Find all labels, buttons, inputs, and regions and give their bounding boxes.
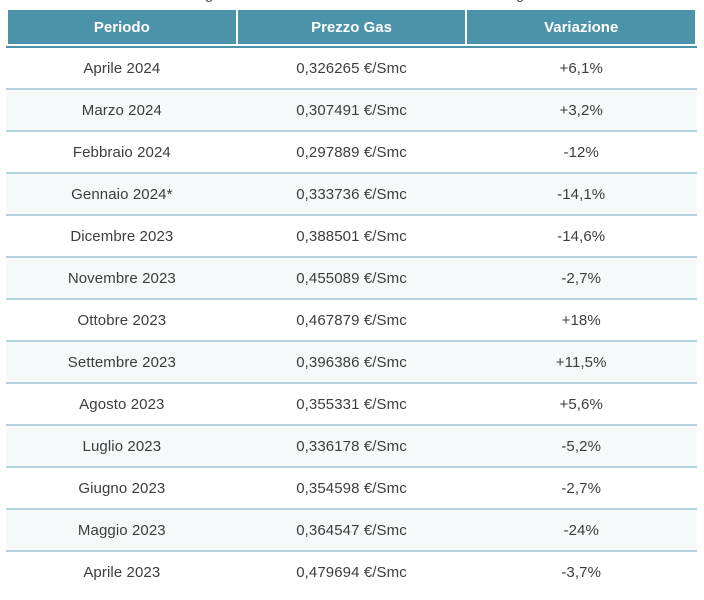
period-cell: Luglio 2023 [82,437,162,455]
variation-cell: +11,5% [555,353,607,371]
period-cell: Marzo 2024 [81,101,162,119]
price-cell: 0,455089 €/Smc [296,269,407,287]
period-cell: Novembre 2023 [67,269,176,287]
price-cell: 0,467879 €/Smc [296,311,407,329]
table-row: Luglio 2023 0,336178 €/Smc -5,2% [6,424,697,466]
price-cell: 0,326265 €/Smc [296,59,407,77]
price-cell: 0,364547 €/Smc [296,521,407,539]
variation-cell: -24% [563,521,599,539]
variation-cell: +18% [561,311,601,329]
table-row: Dicembre 2023 0,388501 €/Smc -14,6% [6,214,697,256]
clipped-glyph: g [516,0,524,4]
table-row: Agosto 2023 0,355331 €/Smc +5,6% [6,382,697,424]
table-row: Ottobre 2023 0,467879 €/Smc +18% [6,298,697,340]
variation-cell: -5,2% [561,437,602,455]
table-header-row: Periodo Prezzo Gas Variazione [6,10,697,44]
table-row: Aprile 2024 0,326265 €/Smc +6,1% [6,48,697,88]
period-cell: Dicembre 2023 [70,227,174,245]
price-cell: 0,307491 €/Smc [296,101,407,119]
table-row: Febbraio 2024 0,297889 €/Smc -12% [6,130,697,172]
price-cell: 0,333736 €/Smc [296,185,407,203]
table-row: Novembre 2023 0,455089 €/Smc -2,7% [6,256,697,298]
price-cell: 0,396386 €/Smc [296,353,407,371]
clipped-text-line: gg [0,0,704,10]
table-row: Aprile 2023 0,479694 €/Smc -3,7% [6,550,697,592]
table-row: Giugno 2023 0,354598 €/Smc -2,7% [6,466,697,508]
price-cell: 0,354598 €/Smc [296,479,407,497]
variation-cell: -2,7% [561,269,602,287]
column-header-variazione: Variazione [467,10,696,44]
variation-cell: +3,2% [559,101,603,119]
period-cell: Aprile 2024 [83,59,161,77]
period-cell: Aprile 2023 [83,563,161,581]
column-header-prezzo-gas: Prezzo Gas [237,10,466,44]
period-cell: Ottobre 2023 [77,311,167,329]
gas-price-table: Periodo Prezzo Gas Variazione Aprile 202… [6,10,697,592]
variation-cell: +5,6% [559,395,603,413]
table-row: Maggio 2023 0,364547 €/Smc -24% [6,508,697,550]
variation-cell: -12% [563,143,599,161]
price-cell: 0,388501 €/Smc [296,227,407,245]
price-cell: 0,297889 €/Smc [296,143,407,161]
variation-cell: +6,1% [559,59,603,77]
period-cell: Agosto 2023 [79,395,165,413]
table-row: Marzo 2024 0,307491 €/Smc +3,2% [6,88,697,130]
period-cell: Gennaio 2024* [71,185,173,203]
period-cell: Giugno 2023 [78,479,166,497]
table-row: Gennaio 2024* 0,333736 €/Smc -14,1% [6,172,697,214]
period-cell: Febbraio 2024 [72,143,171,161]
period-cell: Settembre 2023 [67,353,176,371]
price-cell: 0,336178 €/Smc [296,437,407,455]
table-row: Settembre 2023 0,396386 €/Smc +11,5% [6,340,697,382]
variation-cell: -14,1% [557,185,606,203]
table-body: Aprile 2024 0,326265 €/Smc +6,1% Marzo 2024… [6,48,697,592]
price-cell: 0,479694 €/Smc [296,563,407,581]
variation-cell: -3,7% [561,563,602,581]
header-divider [6,46,697,48]
period-cell: Maggio 2023 [77,521,166,539]
column-header-periodo: Periodo [8,10,236,44]
variation-cell: -14,6% [557,227,606,245]
price-cell: 0,355331 €/Smc [296,395,407,413]
clipped-glyph: g [205,0,213,4]
variation-cell: -2,7% [561,479,602,497]
